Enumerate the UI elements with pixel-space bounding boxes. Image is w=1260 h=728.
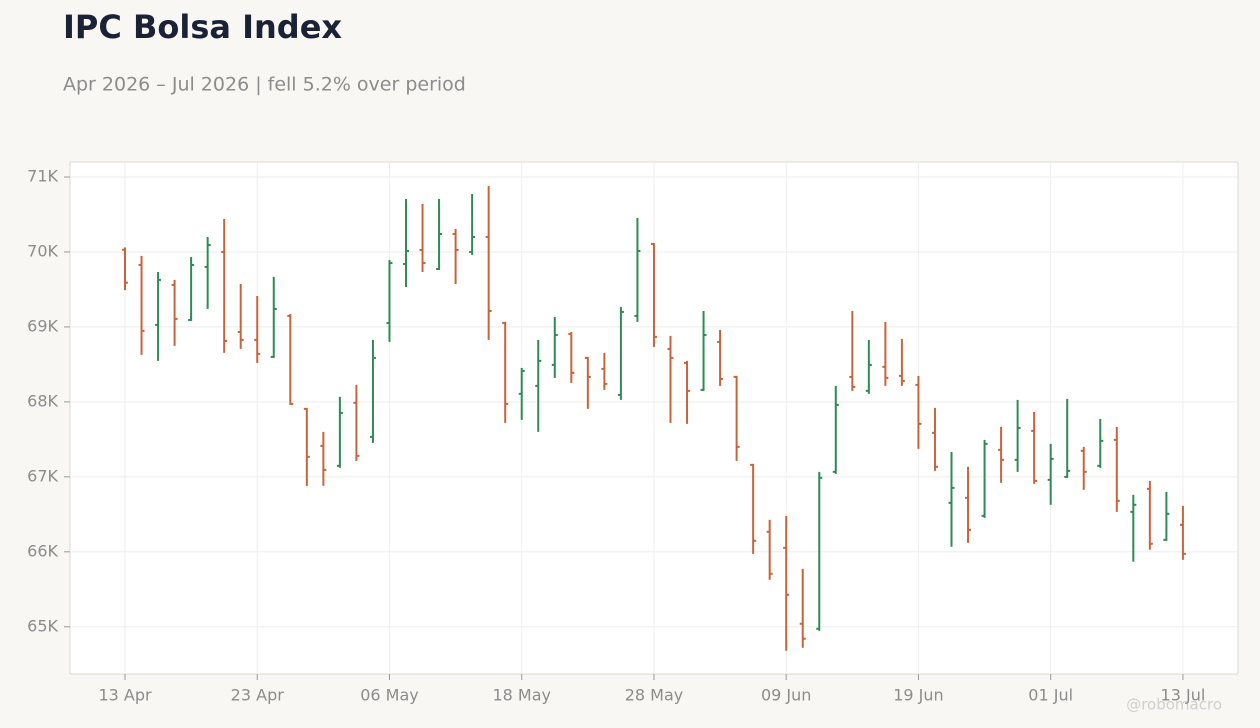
x-tick-label: 18 May (492, 686, 551, 705)
watermark: @robomacro (1126, 696, 1222, 714)
y-tick-label: 67K (27, 466, 58, 485)
x-tick-label: 13 Jul (1161, 686, 1206, 705)
x-tick-label: 13 Apr (98, 686, 152, 705)
x-tick-label: 09 Jun (761, 686, 811, 705)
chart-subtitle: Apr 2026 – Jul 2026 | fell 5.2% over per… (63, 74, 466, 96)
y-tick-label: 68K (27, 391, 58, 410)
x-tick-label: 23 Apr (231, 686, 285, 705)
x-tick-label: 28 May (625, 686, 684, 705)
x-tick-label: 19 Jun (893, 686, 943, 705)
y-tick-label: 66K (27, 541, 58, 560)
x-tick-label: 06 May (360, 686, 419, 705)
x-tick-label: 01 Jul (1028, 686, 1073, 705)
y-tick-label: 69K (27, 316, 58, 335)
chart-title: IPC Bolsa Index (63, 8, 342, 46)
y-tick-label: 70K (27, 241, 58, 260)
y-tick-label: 65K (27, 616, 58, 635)
y-tick-label: 71K (27, 166, 58, 185)
